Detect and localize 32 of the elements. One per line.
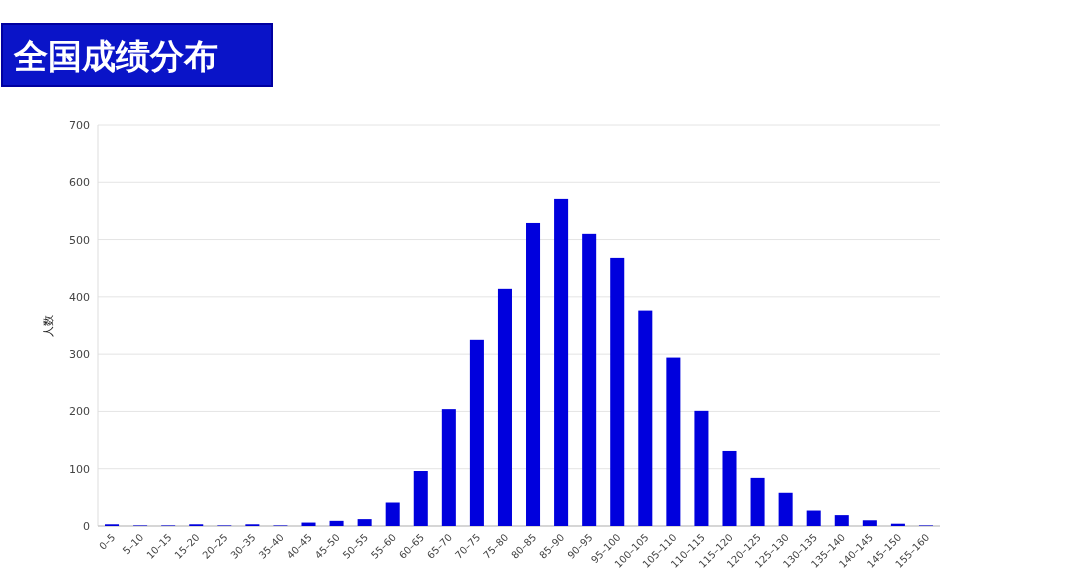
bar xyxy=(413,471,428,526)
bar xyxy=(806,510,821,526)
y-tick-label: 700 xyxy=(69,119,90,132)
y-tick-label: 600 xyxy=(69,176,90,190)
y-tick-label: 400 xyxy=(69,290,90,304)
bar xyxy=(357,519,372,526)
y-tick-label: 500 xyxy=(69,233,90,247)
y-tick-label: 300 xyxy=(69,348,90,362)
bar xyxy=(582,233,597,526)
bar xyxy=(638,310,653,526)
bar xyxy=(722,450,737,526)
bar xyxy=(554,198,569,526)
y-axis-title: 人数 xyxy=(42,314,55,337)
bar xyxy=(497,288,512,526)
bar xyxy=(301,522,316,526)
bar xyxy=(385,502,400,526)
bar xyxy=(778,492,793,526)
bar xyxy=(329,520,344,526)
bar xyxy=(610,257,625,526)
bar xyxy=(526,222,541,526)
bar xyxy=(694,410,709,526)
bar xyxy=(862,520,877,526)
chart-title: 全国成绩分布 xyxy=(13,36,218,76)
x-tick-label: 0–5 xyxy=(97,531,118,552)
bar xyxy=(469,339,484,526)
bar xyxy=(750,477,765,526)
bar xyxy=(834,515,849,526)
y-tick-label: 0 xyxy=(83,520,90,533)
bar xyxy=(441,409,456,526)
bar xyxy=(666,357,681,526)
y-tick-label: 200 xyxy=(69,405,90,419)
y-tick-label: 100 xyxy=(69,462,90,476)
